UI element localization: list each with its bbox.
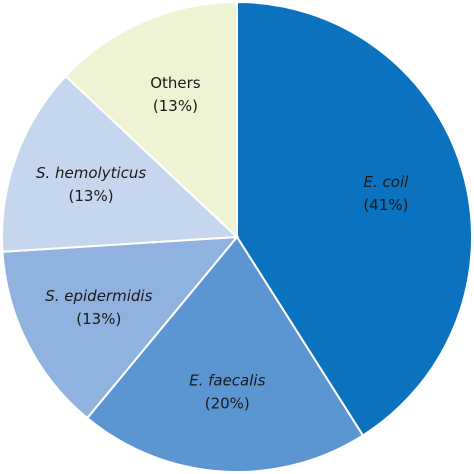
slice-value-label: (41%) [363, 196, 408, 214]
slice-value-label: (13%) [76, 310, 121, 328]
pie-slice [236, 0, 473, 437]
slice-label: Others [150, 74, 201, 92]
pie-slice [64, 0, 238, 240]
slice-label: S. epidermidis [45, 287, 152, 305]
slice-value-label: (20%) [205, 394, 250, 412]
slice-value-label: (13%) [69, 187, 114, 205]
slice-label: E. faecalis [189, 371, 265, 389]
pie-slice [85, 235, 365, 473]
slice-value-label: (13%) [153, 97, 198, 115]
slice-label: S. hemolyticus [36, 164, 146, 182]
slice-label: E. coil [364, 173, 410, 191]
pie-slice [1, 74, 240, 253]
pie-slice [1, 235, 240, 420]
